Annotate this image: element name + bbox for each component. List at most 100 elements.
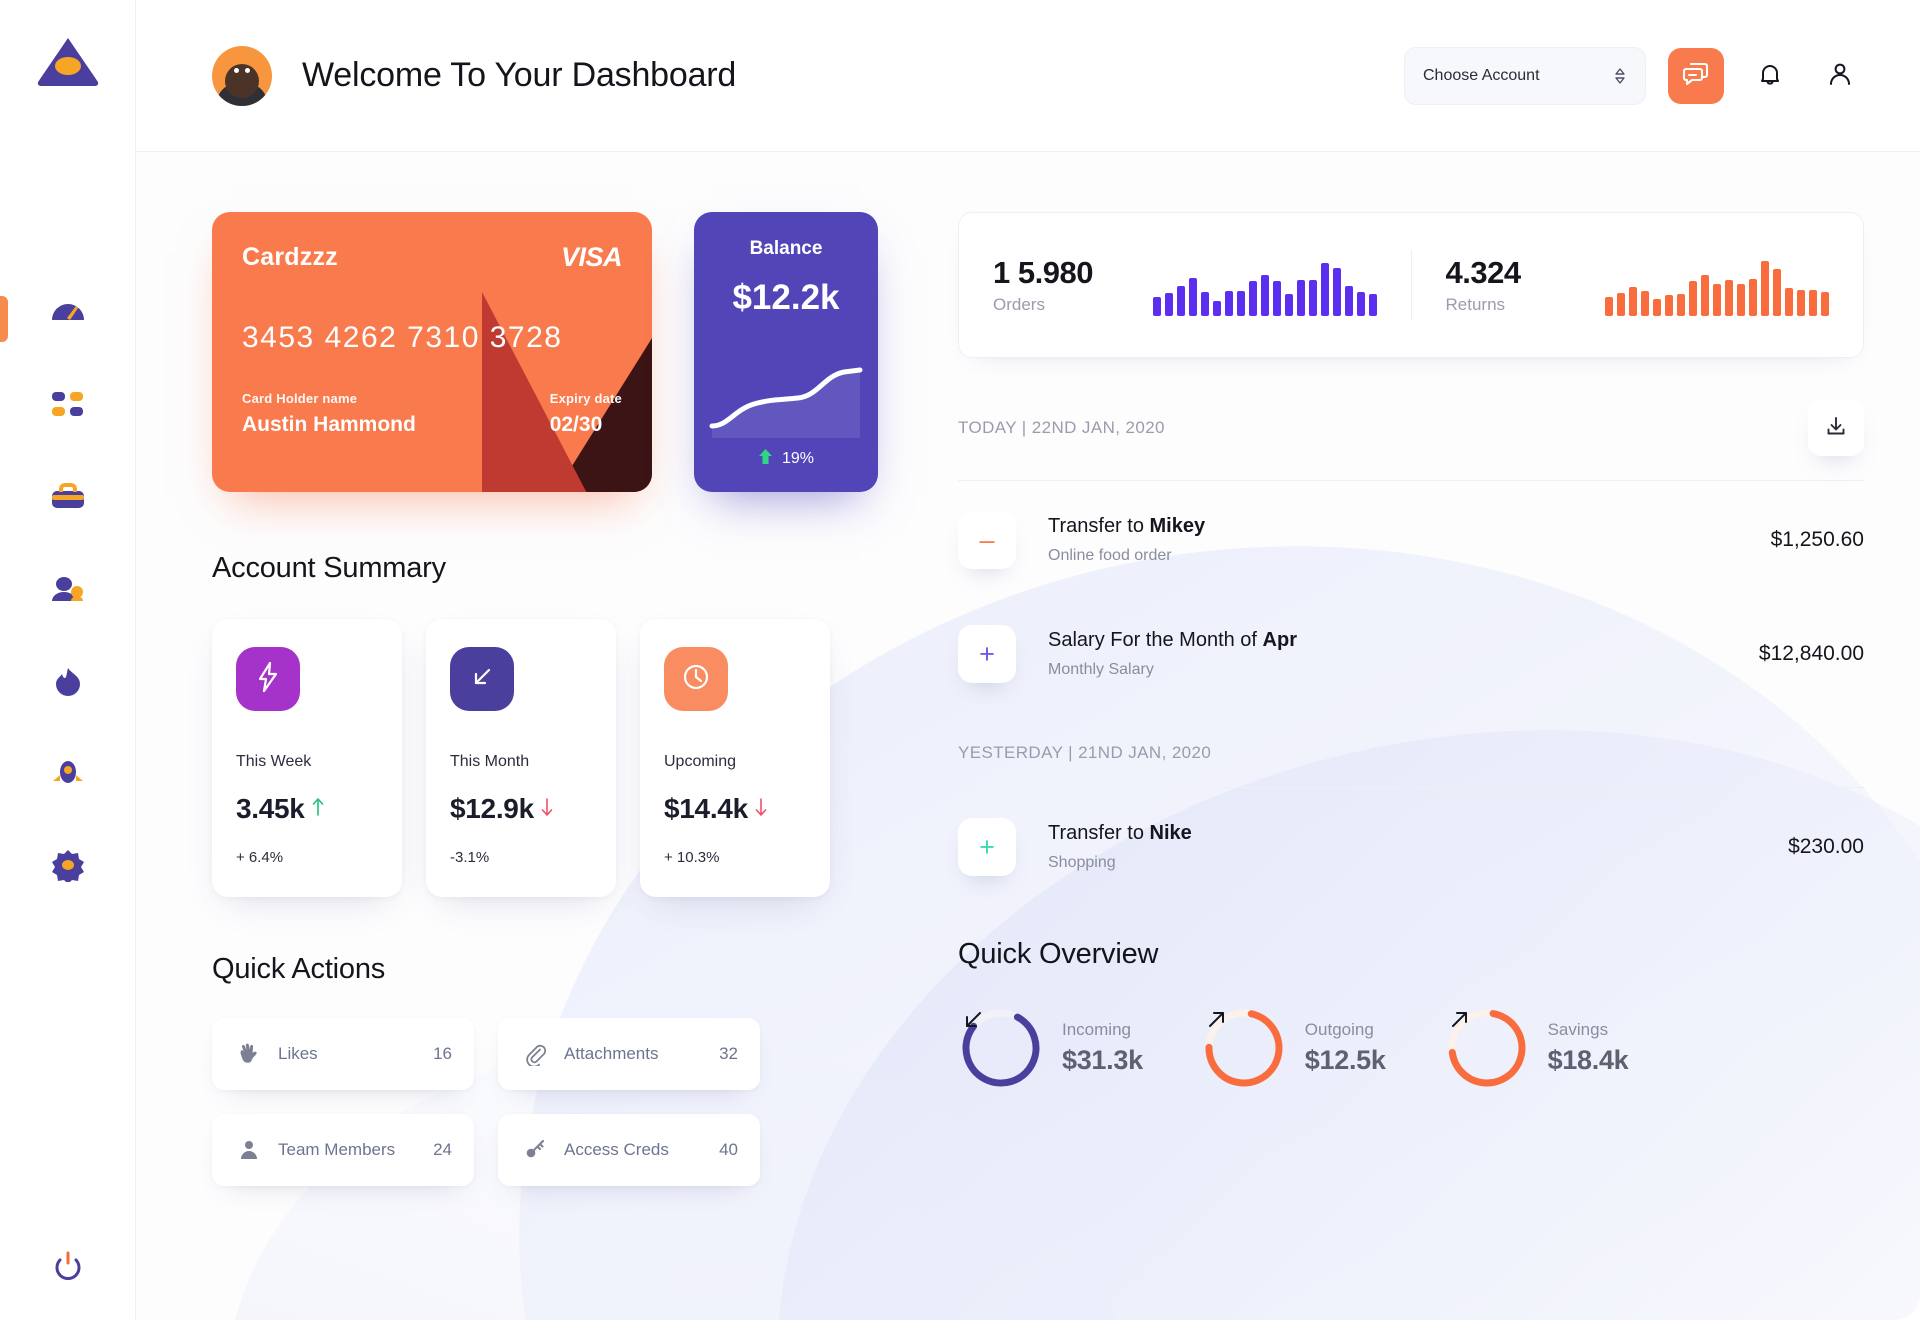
transaction-subtitle: Shopping (1048, 854, 1116, 871)
balance-delta-value: 19% (781, 450, 815, 467)
bar (1701, 275, 1709, 316)
transaction-amount: $230.00 (1788, 835, 1864, 858)
notifications-button[interactable] (1746, 52, 1794, 100)
stat-orders: 1 5.980 Orders (959, 250, 1411, 320)
transaction-row[interactable]: – Transfer to Mikey Online food order $1… (958, 481, 1864, 595)
account-select[interactable]: Choose Account (1404, 46, 1646, 105)
user-avatar[interactable] (212, 45, 272, 106)
summary-card-this-week[interactable]: This Week 3.45k + 6.4% (212, 619, 402, 897)
download-button[interactable] (1808, 400, 1864, 456)
sidebar-item-trending[interactable] (45, 662, 91, 704)
profile-button[interactable] (1816, 52, 1864, 100)
sidebar-item-work[interactable] (45, 478, 91, 520)
bar (1677, 293, 1685, 316)
chevron-updown-icon (1613, 66, 1627, 86)
sidebar-item-launch[interactable] (45, 754, 91, 796)
quick-action-team-members[interactable]: Team Members 24 (212, 1114, 474, 1186)
bar (1605, 297, 1613, 316)
bell-icon (1755, 59, 1785, 92)
bar (1761, 261, 1769, 316)
header-actions: Choose Account (1404, 46, 1864, 105)
returns-sparkline-chart (1605, 254, 1829, 316)
quick-action-attachments[interactable]: Attachments 32 (498, 1018, 760, 1090)
stat-value: 1 5.980 (993, 255, 1093, 290)
bar (1200, 292, 1209, 316)
transaction-title: Transfer to Mikey (1048, 515, 1205, 538)
card-expiry-block: Expiry date 02/30 (550, 391, 622, 437)
summary-icon-wrap (236, 647, 300, 711)
quick-overview-row: Incoming $31.3k (958, 1005, 1864, 1091)
stat-returns: 4.324 Returns (1410, 250, 1864, 320)
key-icon (520, 1138, 550, 1162)
bar (1749, 278, 1757, 316)
transaction-title-strong: Apr (1262, 629, 1297, 651)
transaction-title-prefix: Salary For the Month of (1048, 629, 1263, 651)
bar (1224, 290, 1233, 316)
power-button[interactable] (45, 1244, 91, 1290)
chat-button[interactable] (1668, 47, 1724, 104)
bar (1308, 280, 1317, 316)
transaction-sign-badge: – (958, 511, 1016, 569)
power-icon (51, 1248, 85, 1287)
overview-item-savings[interactable]: Savings $18.4k (1444, 1005, 1629, 1091)
bar (1236, 290, 1245, 316)
top-header: Welcome To Your Dashboard Choose Account (136, 0, 1920, 152)
card-brand: Cardzzz (242, 243, 338, 271)
transaction-text: Transfer to Mikey Online food order (1048, 515, 1205, 565)
summary-label: Upcoming (664, 753, 737, 770)
transaction-amount: $12,840.00 (1758, 642, 1864, 665)
summary-card-upcoming[interactable]: Upcoming $14.4k + 10.3% (640, 619, 830, 897)
summary-percent: + 6.4% (236, 849, 284, 866)
bar (1332, 267, 1341, 316)
rocket-icon (49, 757, 87, 794)
bar (1164, 293, 1173, 316)
trend-down-icon (540, 797, 554, 822)
bar (1248, 281, 1257, 316)
summary-card-this-month[interactable]: This Month $12.9k -3.1% (426, 619, 616, 897)
balance-amount: $12.2k (732, 278, 840, 317)
stat-caption: Returns (1445, 295, 1506, 314)
quick-action-label: Team Members (278, 1140, 396, 1159)
sidebar-item-dashboard[interactable] (45, 294, 91, 336)
bar (1188, 277, 1197, 316)
quick-action-likes[interactable]: Likes 16 (212, 1018, 474, 1090)
grid-icon (50, 389, 86, 426)
bar (1713, 284, 1721, 316)
quick-overview-title: Quick Overview (958, 938, 1159, 970)
account-summary-title: Account Summary (212, 552, 446, 584)
sidebar-item-apps[interactable] (45, 386, 91, 428)
stat-value: 4.324 (1445, 255, 1522, 290)
summary-icon-wrap (450, 647, 514, 711)
arrow-down-left-icon (467, 662, 497, 697)
transactions-today-header: TODAY | 22ND JAN, 2020 (958, 400, 1864, 456)
credit-card[interactable]: Cardzzz VISA 3453 4262 7310 3728 Card Ho… (212, 212, 652, 492)
trend-down-icon (754, 797, 768, 822)
sidebar-item-profile[interactable] (45, 570, 91, 612)
transaction-row[interactable]: + Salary For the Month of Apr Monthly Sa… (958, 595, 1864, 709)
app-logo[interactable] (33, 30, 103, 94)
quick-action-access-creds[interactable]: Access Creds 40 (498, 1114, 760, 1186)
quick-actions-grid: Likes 16 Attachments 32 (212, 1018, 902, 1186)
main-area: Welcome To Your Dashboard Choose Account (136, 0, 1920, 1320)
plus-icon: + (979, 831, 995, 862)
balance-line-chart (694, 352, 878, 438)
sidebar-item-settings[interactable] (45, 846, 91, 888)
bar (1617, 293, 1625, 316)
quick-actions-title: Quick Actions (212, 953, 386, 985)
transaction-title: Transfer to Nike (1048, 822, 1192, 845)
transaction-title-strong: Mikey (1149, 515, 1206, 537)
transaction-sign-badge: + (958, 625, 1016, 683)
fire-icon (51, 665, 85, 702)
overview-item-incoming[interactable]: Incoming $31.3k (958, 1005, 1143, 1091)
speedometer-icon (49, 296, 87, 335)
transaction-row[interactable]: + Transfer to Nike Shopping $230.00 (958, 788, 1864, 902)
balance-card[interactable]: Balance $12.2k (694, 212, 878, 492)
overview-item-outgoing[interactable]: Outgoing $12.5k (1201, 1005, 1386, 1091)
bar (1641, 290, 1649, 316)
card-expiry-label: Expiry date (549, 391, 622, 406)
quick-action-label: Attachments (564, 1044, 659, 1063)
transaction-subtitle: Monthly Salary (1048, 661, 1154, 678)
bar (1689, 281, 1697, 316)
stat-caption: Orders (993, 295, 1045, 314)
briefcase-icon (49, 481, 87, 518)
